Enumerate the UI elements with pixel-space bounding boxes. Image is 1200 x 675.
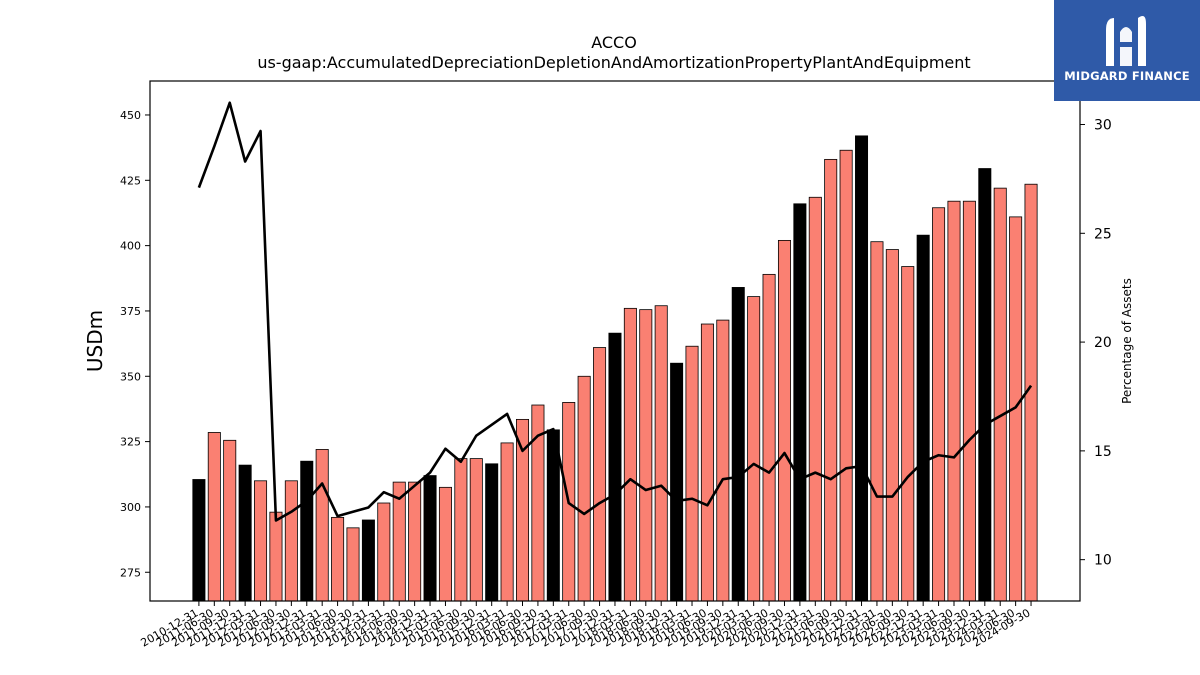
y-tick-label: 375 xyxy=(120,305,141,318)
bar xyxy=(731,287,745,602)
bar xyxy=(716,319,730,602)
bar xyxy=(623,307,637,602)
bar xyxy=(192,479,206,602)
right-axis: 10 15 20 25 30 xyxy=(1080,118,1112,569)
bar xyxy=(700,323,714,602)
bar xyxy=(777,239,791,602)
bar xyxy=(593,347,607,602)
bar xyxy=(870,241,884,602)
bar xyxy=(500,442,514,602)
bar xyxy=(485,463,499,602)
bar xyxy=(300,460,314,602)
bar xyxy=(207,432,221,602)
brand-logo: MIDGARD FINANCE xyxy=(1054,0,1200,101)
bar xyxy=(808,196,822,602)
bar xyxy=(254,480,268,602)
bar xyxy=(408,481,422,602)
bar xyxy=(901,266,915,602)
y-tick-label: 275 xyxy=(120,566,141,579)
bar xyxy=(654,305,668,602)
bar xyxy=(346,527,360,602)
bar xyxy=(747,296,761,602)
y-right-tick-label: 25 xyxy=(1094,226,1112,242)
bar xyxy=(639,309,653,602)
bar xyxy=(793,203,807,602)
bar xyxy=(608,332,622,602)
bar xyxy=(454,458,468,602)
bar xyxy=(670,362,684,602)
chart-title: ACCO xyxy=(591,33,637,52)
bar xyxy=(223,439,237,602)
bar xyxy=(269,511,283,602)
bar xyxy=(238,464,252,602)
y-right-tick-label: 30 xyxy=(1094,118,1112,134)
y-tick-label: 425 xyxy=(120,174,141,187)
bar xyxy=(377,502,391,602)
bar xyxy=(978,168,992,602)
bar xyxy=(839,149,853,602)
bar xyxy=(315,449,329,602)
y-tick-label: 350 xyxy=(120,370,141,383)
line-series xyxy=(197,101,1033,522)
brand-name: MIDGARD FINANCE xyxy=(1064,69,1190,83)
bar xyxy=(947,200,961,602)
y-tick-label: 400 xyxy=(120,240,141,253)
bar xyxy=(762,273,776,602)
y-axis-label: USDm xyxy=(83,310,107,372)
percentage-line xyxy=(197,101,1033,522)
bar xyxy=(284,480,298,602)
bar xyxy=(824,158,838,602)
bar xyxy=(577,375,591,602)
bar xyxy=(469,458,483,602)
bar-series xyxy=(192,135,1038,602)
y-tick-label: 325 xyxy=(120,436,141,449)
bar xyxy=(993,187,1007,602)
bar xyxy=(916,234,930,602)
bar xyxy=(423,475,437,602)
bar xyxy=(438,486,452,602)
bar xyxy=(331,516,345,602)
bar xyxy=(685,345,699,602)
y-tick-label: 300 xyxy=(120,501,141,514)
x-axis: 2010-12-312011-06-302011-09-302011-12-31… xyxy=(139,601,1033,650)
left-axis: 275 300 325 350 375 400 425 450 xyxy=(120,109,150,579)
bar xyxy=(885,249,899,602)
bar xyxy=(855,135,869,602)
bar xyxy=(962,200,976,602)
bar xyxy=(932,207,946,602)
midgard-logo-icon xyxy=(1106,16,1146,66)
y-tick-label: 450 xyxy=(120,109,141,122)
bar xyxy=(361,519,375,602)
y-right-tick-label: 15 xyxy=(1094,444,1112,460)
chart-subtitle: us-gaap:AccumulatedDepreciationDepletion… xyxy=(257,53,970,72)
y-axis-right-label: Percentage of Assets xyxy=(1120,278,1134,404)
y-right-tick-label: 20 xyxy=(1094,335,1112,351)
y-right-tick-label: 10 xyxy=(1094,553,1112,569)
